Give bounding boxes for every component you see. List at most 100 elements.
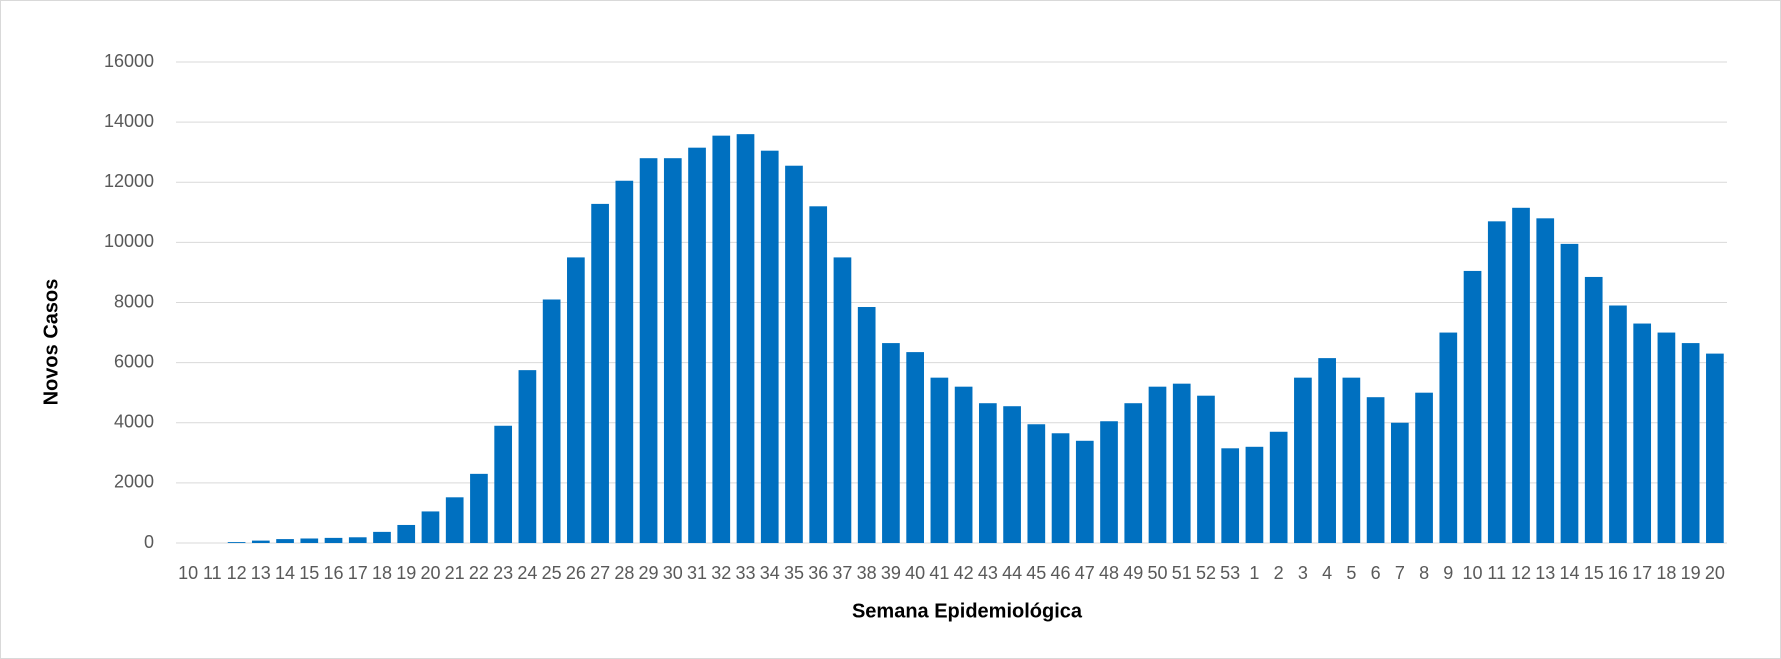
x-tick-label: 4 [1322, 563, 1332, 583]
bar [1075, 440, 1094, 543]
bar [373, 531, 391, 543]
x-tick-label: 12 [227, 563, 247, 583]
bar [1318, 358, 1336, 543]
bar [615, 180, 634, 543]
x-tick-label: 53 [1220, 563, 1240, 583]
x-tick-label: 51 [1172, 563, 1192, 583]
x-tick-label: 19 [396, 563, 416, 583]
bar [518, 370, 537, 543]
bar [300, 538, 319, 543]
bar [712, 135, 731, 543]
x-axis-title: Semana Epidemiológica [852, 600, 1083, 622]
x-tick-label: 49 [1123, 563, 1143, 583]
bar [421, 511, 440, 543]
bar [227, 542, 246, 543]
x-tick-label: 14 [275, 563, 295, 583]
x-tick-label: 43 [978, 563, 998, 583]
x-tick-label: 15 [1584, 563, 1604, 583]
x-tick-label: 39 [881, 563, 901, 583]
x-tick-label: 30 [663, 563, 683, 583]
bar [1124, 403, 1143, 543]
x-tick-label: 26 [566, 563, 586, 583]
bar [1100, 421, 1118, 543]
bar [1148, 386, 1167, 543]
y-tick-label: 10000 [104, 231, 154, 251]
bar [397, 524, 416, 543]
y-axis-title: Novos Casos [40, 279, 62, 406]
bar [1657, 332, 1676, 543]
x-tick-label: 32 [711, 563, 731, 583]
bar [1487, 221, 1506, 544]
x-tick-label: 16 [1608, 563, 1628, 583]
x-tick-label: 21 [445, 563, 465, 583]
x-tick-label: 46 [1051, 563, 1071, 583]
bar [833, 257, 852, 543]
bar [1342, 377, 1361, 543]
bar [1706, 353, 1724, 543]
x-tick-label: 8 [1419, 563, 1429, 583]
bar [251, 540, 270, 543]
x-tick-label: 3 [1298, 563, 1308, 583]
x-tick-label: 20 [1705, 563, 1725, 583]
bar [1051, 433, 1070, 543]
y-tick-label: 12000 [104, 171, 154, 191]
x-tick-label: 13 [1535, 563, 1555, 583]
x-tick-label: 42 [954, 563, 974, 583]
bar [688, 147, 706, 543]
bar [1221, 448, 1240, 543]
x-tick-label: 1 [1249, 563, 1259, 583]
bar [663, 158, 682, 543]
x-tick-label: 7 [1395, 563, 1405, 583]
y-tick-label: 16000 [104, 51, 154, 71]
bar [1245, 446, 1264, 543]
x-tick-label: 6 [1371, 563, 1381, 583]
bar [809, 206, 828, 544]
bar [1003, 406, 1021, 543]
bar [591, 203, 609, 543]
y-tick-label: 8000 [114, 291, 154, 311]
bar [348, 537, 367, 543]
x-tick-label: 44 [1002, 563, 1022, 583]
y-tick-label: 0 [144, 532, 154, 552]
bar [979, 403, 997, 543]
bar [1681, 343, 1700, 543]
bar [324, 537, 343, 543]
x-tick-label: 13 [251, 563, 271, 583]
bar [785, 165, 803, 543]
bar [1584, 276, 1603, 543]
x-tick-label: 50 [1147, 563, 1167, 583]
x-tick-label: 31 [687, 563, 707, 583]
x-tick-label: 10 [1463, 563, 1483, 583]
bar [445, 497, 464, 543]
x-tick-label: 2 [1274, 563, 1284, 583]
x-tick-label: 24 [517, 563, 537, 583]
x-tick-label: 11 [203, 563, 222, 583]
x-tick-label: 17 [348, 563, 368, 583]
x-tick-label: 38 [857, 563, 877, 583]
bar [1633, 323, 1652, 543]
y-tick-label: 4000 [114, 412, 154, 432]
x-tick-label: 28 [614, 563, 634, 583]
x-tick-label: 35 [784, 563, 804, 583]
x-tick-label: 48 [1099, 563, 1119, 583]
bar [1197, 395, 1215, 543]
y-tick-label: 14000 [104, 111, 154, 131]
x-tick-label: 41 [929, 563, 949, 583]
x-tick-label: 5 [1346, 563, 1356, 583]
x-tick-label: 19 [1681, 563, 1701, 583]
x-tick-label: 16 [324, 563, 344, 583]
bar [567, 257, 585, 543]
bar [1415, 392, 1433, 543]
bar [760, 150, 779, 543]
bar [930, 377, 949, 543]
x-tick-label: 15 [299, 563, 319, 583]
bar [1463, 270, 1482, 543]
x-tick-label: 11 [1487, 563, 1506, 583]
x-tick-label: 40 [905, 563, 925, 583]
bar [494, 425, 513, 543]
bar [1439, 332, 1458, 543]
bar [276, 539, 294, 543]
bar [906, 352, 924, 543]
